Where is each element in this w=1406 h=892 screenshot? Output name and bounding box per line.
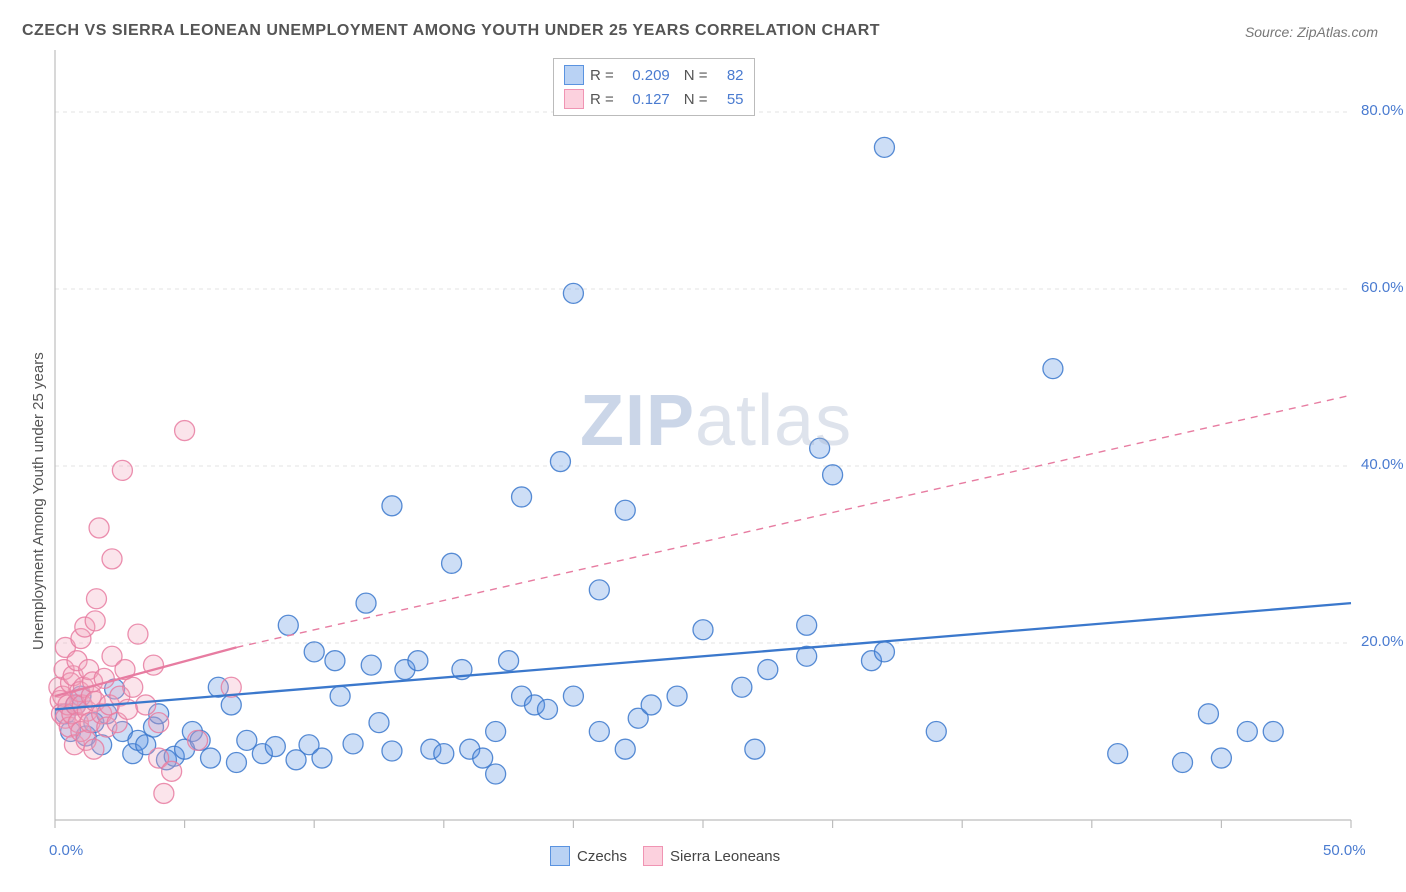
x-tick-label: 0.0% [49, 842, 83, 859]
r-label: R = [590, 91, 614, 108]
correlation-legend: R = 0.209 N = 82 R = 0.127 N = 55 [553, 58, 755, 116]
n-value-czechs: 82 [714, 67, 744, 84]
swatch-sierra [643, 846, 663, 866]
y-tick-label: 20.0% [1361, 633, 1406, 650]
legend-row-czechs: R = 0.209 N = 82 [564, 63, 744, 87]
series-legend: Czechs Sierra Leoneans [550, 846, 780, 866]
swatch-sierra [564, 89, 584, 109]
legend-item-czechs: Czechs [550, 846, 627, 866]
y-tick-label: 40.0% [1361, 456, 1406, 473]
legend-item-sierra: Sierra Leoneans [643, 846, 780, 866]
watermark-bold: ZIP [580, 381, 695, 461]
legend-row-sierra: R = 0.127 N = 55 [564, 87, 744, 111]
legend-label-sierra: Sierra Leoneans [670, 848, 780, 865]
y-tick-label: 60.0% [1361, 279, 1406, 296]
n-label: N = [684, 67, 708, 84]
swatch-czechs [550, 846, 570, 866]
n-label: N = [684, 91, 708, 108]
swatch-czechs [564, 65, 584, 85]
r-label: R = [590, 67, 614, 84]
r-value-sierra: 0.127 [620, 91, 670, 108]
watermark: ZIPatlas [580, 380, 852, 462]
x-tick-label: 50.0% [1323, 842, 1366, 859]
watermark-light: atlas [695, 381, 852, 461]
r-value-czechs: 0.209 [620, 67, 670, 84]
legend-label-czechs: Czechs [577, 848, 627, 865]
y-tick-label: 80.0% [1361, 102, 1406, 119]
n-value-sierra: 55 [714, 91, 744, 108]
